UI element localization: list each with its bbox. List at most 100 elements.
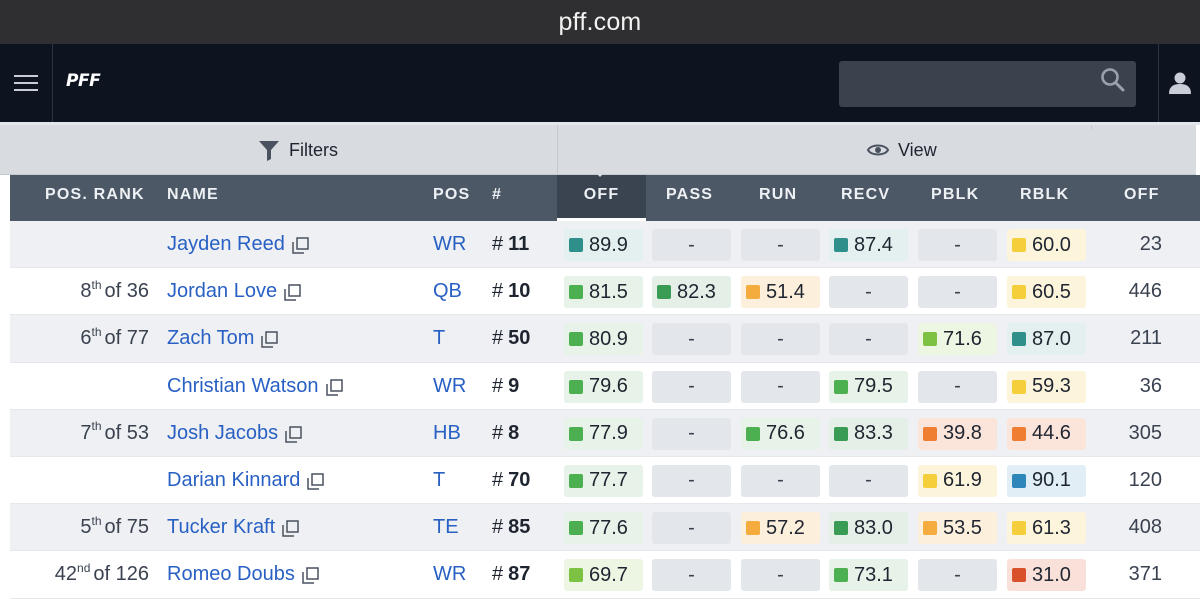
position-link[interactable]: HB xyxy=(433,421,461,444)
grade-color-swatch xyxy=(657,285,671,300)
column-header-pos[interactable]: POS xyxy=(433,186,471,203)
column-header-off-snaps[interactable]: OFF xyxy=(1124,186,1160,203)
grade-empty: - xyxy=(954,563,961,586)
column-header-name[interactable]: NAME xyxy=(167,186,219,203)
column-header-pblk[interactable]: PBLK xyxy=(931,186,980,203)
player-name-link[interactable]: Jordan Love xyxy=(167,268,301,315)
grade-value: 83.0 xyxy=(854,516,893,539)
grade-value: 31.0 xyxy=(1032,563,1071,586)
position-link[interactable]: T xyxy=(433,468,446,491)
position-link[interactable]: WR xyxy=(433,233,467,255)
position-link[interactable]: T xyxy=(433,327,446,350)
position-link[interactable]: QB xyxy=(433,280,462,303)
table-row[interactable]: Darian Kinnard T #70 77.7 - - - 61.9 90.1 120 xyxy=(10,457,1200,505)
column-header-off-grade[interactable]: OFF xyxy=(557,175,646,221)
search-icon[interactable] xyxy=(1100,67,1126,93)
grade-color-swatch xyxy=(923,473,937,488)
jersey-hash: # xyxy=(492,280,504,303)
open-player-card-icon[interactable] xyxy=(325,378,343,396)
position-link[interactable]: TE xyxy=(433,516,459,539)
browser-url-bar[interactable]: pff.com xyxy=(0,0,1200,44)
player-name: Zach Tom xyxy=(167,327,255,350)
player-name-link[interactable]: Darian Kinnard xyxy=(167,457,325,504)
grade-empty: - xyxy=(954,375,961,398)
rblk-grade: 87.0 xyxy=(1007,323,1086,356)
player-name-link[interactable]: Josh Jacobs xyxy=(167,410,302,457)
filters-button[interactable]: Filters xyxy=(258,125,338,175)
column-header-number[interactable]: # xyxy=(492,186,503,203)
grade-empty: - xyxy=(865,469,872,492)
pos-rank-suffix: nd xyxy=(77,560,91,575)
pos-rank-number: 8 xyxy=(80,280,92,303)
player-name: Romeo Doubs xyxy=(167,563,295,586)
player-name-link[interactable]: Zach Tom xyxy=(167,315,279,362)
table-row[interactable]: Christian Watson WR #9 79.6 - - 79.5 - 59.3 36 xyxy=(10,363,1200,410)
pblk-grade: 53.5 xyxy=(918,512,997,545)
position-link[interactable]: WR xyxy=(433,563,467,586)
menu-button[interactable] xyxy=(0,44,53,122)
eye-icon xyxy=(867,144,889,156)
grade-value: 89.9 xyxy=(589,233,628,256)
active-view-caret xyxy=(593,170,607,177)
pass-grade: - xyxy=(652,512,731,545)
search-input[interactable] xyxy=(839,61,1136,107)
grade-color-swatch xyxy=(746,426,760,441)
player-name: Jordan Love xyxy=(167,280,278,303)
player-name-link[interactable]: Christian Watson xyxy=(167,363,343,410)
pblk-grade: - xyxy=(918,229,997,261)
toolbar-divider xyxy=(1091,125,1092,129)
jersey-hash: # xyxy=(492,374,504,397)
run-grade: - xyxy=(741,229,820,261)
off-snaps: 371 xyxy=(1128,563,1162,586)
grade-color-swatch xyxy=(569,238,583,252)
column-header-pass[interactable]: PASS xyxy=(666,186,714,203)
grade-color-swatch xyxy=(1012,473,1026,488)
open-player-card-icon[interactable] xyxy=(302,567,319,585)
off-grade: 81.5 xyxy=(564,276,643,309)
grade-color-swatch xyxy=(834,521,848,536)
open-player-card-icon[interactable] xyxy=(282,520,299,537)
column-header-run[interactable]: RUN xyxy=(759,186,798,203)
grade-color-swatch xyxy=(923,521,937,536)
view-button[interactable]: View xyxy=(867,125,937,175)
column-header-rblk[interactable]: RBLK xyxy=(1020,186,1070,203)
grade-color-swatch xyxy=(1012,285,1026,300)
open-player-card-icon[interactable] xyxy=(307,473,325,490)
jersey-number: #87 xyxy=(492,551,530,598)
column-header-pos-rank[interactable]: POS. RANK xyxy=(45,186,145,203)
recv-grade: 83.0 xyxy=(829,512,908,545)
hamburger-icon xyxy=(14,75,38,91)
grade-empty: - xyxy=(688,469,695,492)
pos-rank-suffix: th xyxy=(91,324,102,339)
column-header-recv[interactable]: RECV xyxy=(841,186,891,203)
pblk-grade: 71.6 xyxy=(918,323,997,356)
open-player-card-icon[interactable] xyxy=(261,331,279,349)
grade-color-swatch xyxy=(1012,426,1026,441)
open-player-card-icon[interactable] xyxy=(285,426,302,443)
grade-color-swatch xyxy=(746,285,760,300)
grade-empty: - xyxy=(688,233,695,256)
player-name-link[interactable]: Jayden Reed xyxy=(167,221,309,268)
off-snaps: 120 xyxy=(1128,468,1162,491)
player-name-link[interactable]: Tucker Kraft xyxy=(167,504,299,551)
grade-value: 61.3 xyxy=(1032,516,1071,539)
table-row[interactable]: Jayden Reed WR #11 89.9 - - 87.4 - 60.0 23 xyxy=(10,221,1200,269)
position-link[interactable]: WR xyxy=(433,374,467,397)
run-grade: - xyxy=(741,464,820,497)
recv-grade: - xyxy=(829,464,908,497)
user-icon xyxy=(1168,72,1191,94)
player-name-link[interactable]: Romeo Doubs xyxy=(167,551,319,598)
account-button[interactable] xyxy=(1158,44,1200,122)
open-player-card-icon[interactable] xyxy=(284,284,301,301)
open-player-card-icon[interactable] xyxy=(292,237,309,254)
pblk-grade: 39.8 xyxy=(918,417,997,450)
grade-color-swatch xyxy=(923,426,937,441)
jersey-hash: # xyxy=(492,233,504,255)
pff-logo[interactable]: PFF xyxy=(66,71,101,91)
